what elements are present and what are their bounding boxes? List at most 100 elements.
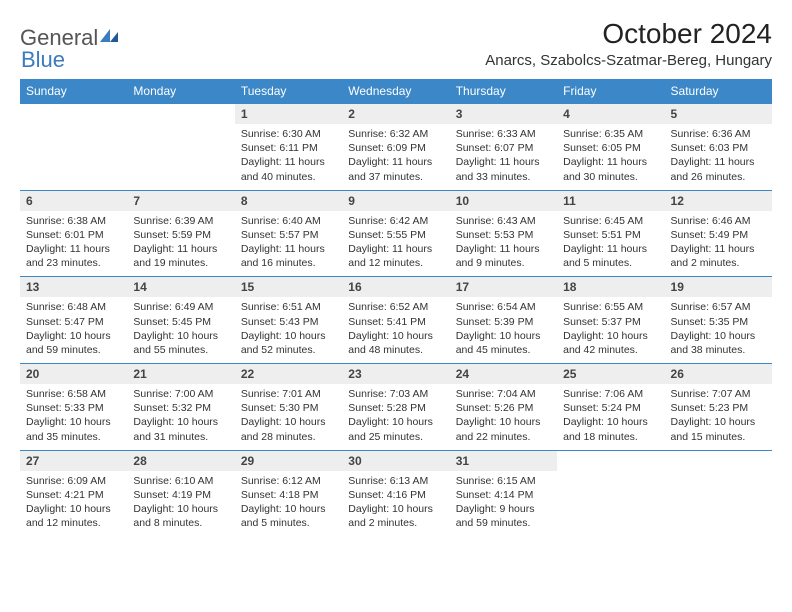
day-number-cell: 22	[235, 364, 342, 385]
sunrise-line: Sunrise: 6:30 AM	[241, 127, 336, 141]
sunrise-line: Sunrise: 6:35 AM	[563, 127, 658, 141]
sunset-line: Sunset: 6:11 PM	[241, 141, 336, 155]
day-content-cell: Sunrise: 6:43 AMSunset: 5:53 PMDaylight:…	[450, 211, 557, 277]
sunrise-line: Sunrise: 6:51 AM	[241, 300, 336, 314]
daylight-line: Daylight: 11 hours and 16 minutes.	[241, 242, 336, 270]
sunset-line: Sunset: 4:18 PM	[241, 488, 336, 502]
day-content-cell: Sunrise: 6:10 AMSunset: 4:19 PMDaylight:…	[127, 471, 234, 537]
day-number-cell: 15	[235, 277, 342, 298]
day-number-cell: 16	[342, 277, 449, 298]
daylight-line: Daylight: 11 hours and 30 minutes.	[563, 155, 658, 183]
day-number-cell	[127, 104, 234, 125]
sunset-line: Sunset: 5:30 PM	[241, 401, 336, 415]
sunrise-line: Sunrise: 7:01 AM	[241, 387, 336, 401]
day-number-cell: 11	[557, 190, 664, 211]
sunrise-line: Sunrise: 6:32 AM	[348, 127, 443, 141]
day-content-cell: Sunrise: 6:32 AMSunset: 6:09 PMDaylight:…	[342, 124, 449, 190]
day-content-cell: Sunrise: 6:52 AMSunset: 5:41 PMDaylight:…	[342, 297, 449, 363]
sunrise-line: Sunrise: 6:15 AM	[456, 474, 551, 488]
day-number-cell	[665, 450, 772, 471]
day-number-cell	[557, 450, 664, 471]
day-content-cell: Sunrise: 7:04 AMSunset: 5:26 PMDaylight:…	[450, 384, 557, 450]
sunrise-line: Sunrise: 6:54 AM	[456, 300, 551, 314]
sunset-line: Sunset: 6:09 PM	[348, 141, 443, 155]
day-number-row: 2728293031	[20, 450, 772, 471]
day-content-cell: Sunrise: 6:40 AMSunset: 5:57 PMDaylight:…	[235, 211, 342, 277]
sunset-line: Sunset: 5:23 PM	[671, 401, 766, 415]
day-content-cell: Sunrise: 6:09 AMSunset: 4:21 PMDaylight:…	[20, 471, 127, 537]
day-content-cell: Sunrise: 6:15 AMSunset: 4:14 PMDaylight:…	[450, 471, 557, 537]
day-number-cell: 29	[235, 450, 342, 471]
day-number-cell: 9	[342, 190, 449, 211]
daylight-line: Daylight: 10 hours and 35 minutes.	[26, 415, 121, 443]
sunrise-line: Sunrise: 7:00 AM	[133, 387, 228, 401]
day-number-cell: 18	[557, 277, 664, 298]
sunset-line: Sunset: 5:26 PM	[456, 401, 551, 415]
daylight-line: Daylight: 10 hours and 45 minutes.	[456, 329, 551, 357]
day-number-cell: 23	[342, 364, 449, 385]
sunrise-line: Sunrise: 6:49 AM	[133, 300, 228, 314]
day-number-cell: 26	[665, 364, 772, 385]
daylight-line: Daylight: 10 hours and 52 minutes.	[241, 329, 336, 357]
sunrise-line: Sunrise: 6:58 AM	[26, 387, 121, 401]
sunset-line: Sunset: 4:21 PM	[26, 488, 121, 502]
daylight-line: Daylight: 10 hours and 12 minutes.	[26, 502, 121, 530]
daylight-line: Daylight: 10 hours and 28 minutes.	[241, 415, 336, 443]
day-content-cell: Sunrise: 6:55 AMSunset: 5:37 PMDaylight:…	[557, 297, 664, 363]
day-content-row: Sunrise: 6:48 AMSunset: 5:47 PMDaylight:…	[20, 297, 772, 363]
day-content-row: Sunrise: 6:09 AMSunset: 4:21 PMDaylight:…	[20, 471, 772, 537]
sunset-line: Sunset: 5:49 PM	[671, 228, 766, 242]
sunset-line: Sunset: 5:33 PM	[26, 401, 121, 415]
weekday-header: Tuesday	[235, 79, 342, 104]
sunset-line: Sunset: 5:55 PM	[348, 228, 443, 242]
sunset-line: Sunset: 6:03 PM	[671, 141, 766, 155]
brand-part2: Blue	[21, 47, 65, 72]
calendar-page: General October 2024 Anarcs, Szabolcs-Sz…	[0, 0, 792, 554]
day-number-cell: 30	[342, 450, 449, 471]
weekday-header-row: Sunday Monday Tuesday Wednesday Thursday…	[20, 79, 772, 104]
day-number-cell: 14	[127, 277, 234, 298]
weekday-header: Saturday	[665, 79, 772, 104]
day-content-cell: Sunrise: 6:49 AMSunset: 5:45 PMDaylight:…	[127, 297, 234, 363]
daylight-line: Daylight: 10 hours and 48 minutes.	[348, 329, 443, 357]
day-number-cell: 1	[235, 104, 342, 125]
daylight-line: Daylight: 11 hours and 9 minutes.	[456, 242, 551, 270]
sunset-line: Sunset: 5:47 PM	[26, 315, 121, 329]
daylight-line: Daylight: 11 hours and 5 minutes.	[563, 242, 658, 270]
sunset-line: Sunset: 5:37 PM	[563, 315, 658, 329]
sunrise-line: Sunrise: 6:36 AM	[671, 127, 766, 141]
day-number-cell: 25	[557, 364, 664, 385]
day-content-cell: Sunrise: 6:33 AMSunset: 6:07 PMDaylight:…	[450, 124, 557, 190]
calendar-table: Sunday Monday Tuesday Wednesday Thursday…	[20, 79, 772, 536]
sunset-line: Sunset: 5:51 PM	[563, 228, 658, 242]
day-content-cell: Sunrise: 6:42 AMSunset: 5:55 PMDaylight:…	[342, 211, 449, 277]
daylight-line: Daylight: 10 hours and 15 minutes.	[671, 415, 766, 443]
sunrise-line: Sunrise: 7:07 AM	[671, 387, 766, 401]
daylight-line: Daylight: 10 hours and 59 minutes.	[26, 329, 121, 357]
sunset-line: Sunset: 5:45 PM	[133, 315, 228, 329]
day-content-cell	[20, 124, 127, 190]
day-number-row: 20212223242526	[20, 364, 772, 385]
sunrise-line: Sunrise: 6:55 AM	[563, 300, 658, 314]
sunset-line: Sunset: 4:19 PM	[133, 488, 228, 502]
day-number-cell: 7	[127, 190, 234, 211]
day-number-cell: 10	[450, 190, 557, 211]
sunset-line: Sunset: 5:41 PM	[348, 315, 443, 329]
weekday-header: Sunday	[20, 79, 127, 104]
sunrise-line: Sunrise: 7:04 AM	[456, 387, 551, 401]
day-number-cell: 21	[127, 364, 234, 385]
sunrise-line: Sunrise: 6:10 AM	[133, 474, 228, 488]
sunset-line: Sunset: 4:14 PM	[456, 488, 551, 502]
daylight-line: Daylight: 10 hours and 8 minutes.	[133, 502, 228, 530]
daylight-line: Daylight: 10 hours and 38 minutes.	[671, 329, 766, 357]
day-content-cell: Sunrise: 7:03 AMSunset: 5:28 PMDaylight:…	[342, 384, 449, 450]
day-content-cell: Sunrise: 6:35 AMSunset: 6:05 PMDaylight:…	[557, 124, 664, 190]
day-number-cell	[20, 104, 127, 125]
day-content-cell: Sunrise: 6:39 AMSunset: 5:59 PMDaylight:…	[127, 211, 234, 277]
day-content-cell: Sunrise: 6:46 AMSunset: 5:49 PMDaylight:…	[665, 211, 772, 277]
day-content-cell: Sunrise: 6:38 AMSunset: 6:01 PMDaylight:…	[20, 211, 127, 277]
day-number-row: 13141516171819	[20, 277, 772, 298]
day-content-cell: Sunrise: 6:57 AMSunset: 5:35 PMDaylight:…	[665, 297, 772, 363]
daylight-line: Daylight: 11 hours and 33 minutes.	[456, 155, 551, 183]
day-content-row: Sunrise: 6:38 AMSunset: 6:01 PMDaylight:…	[20, 211, 772, 277]
